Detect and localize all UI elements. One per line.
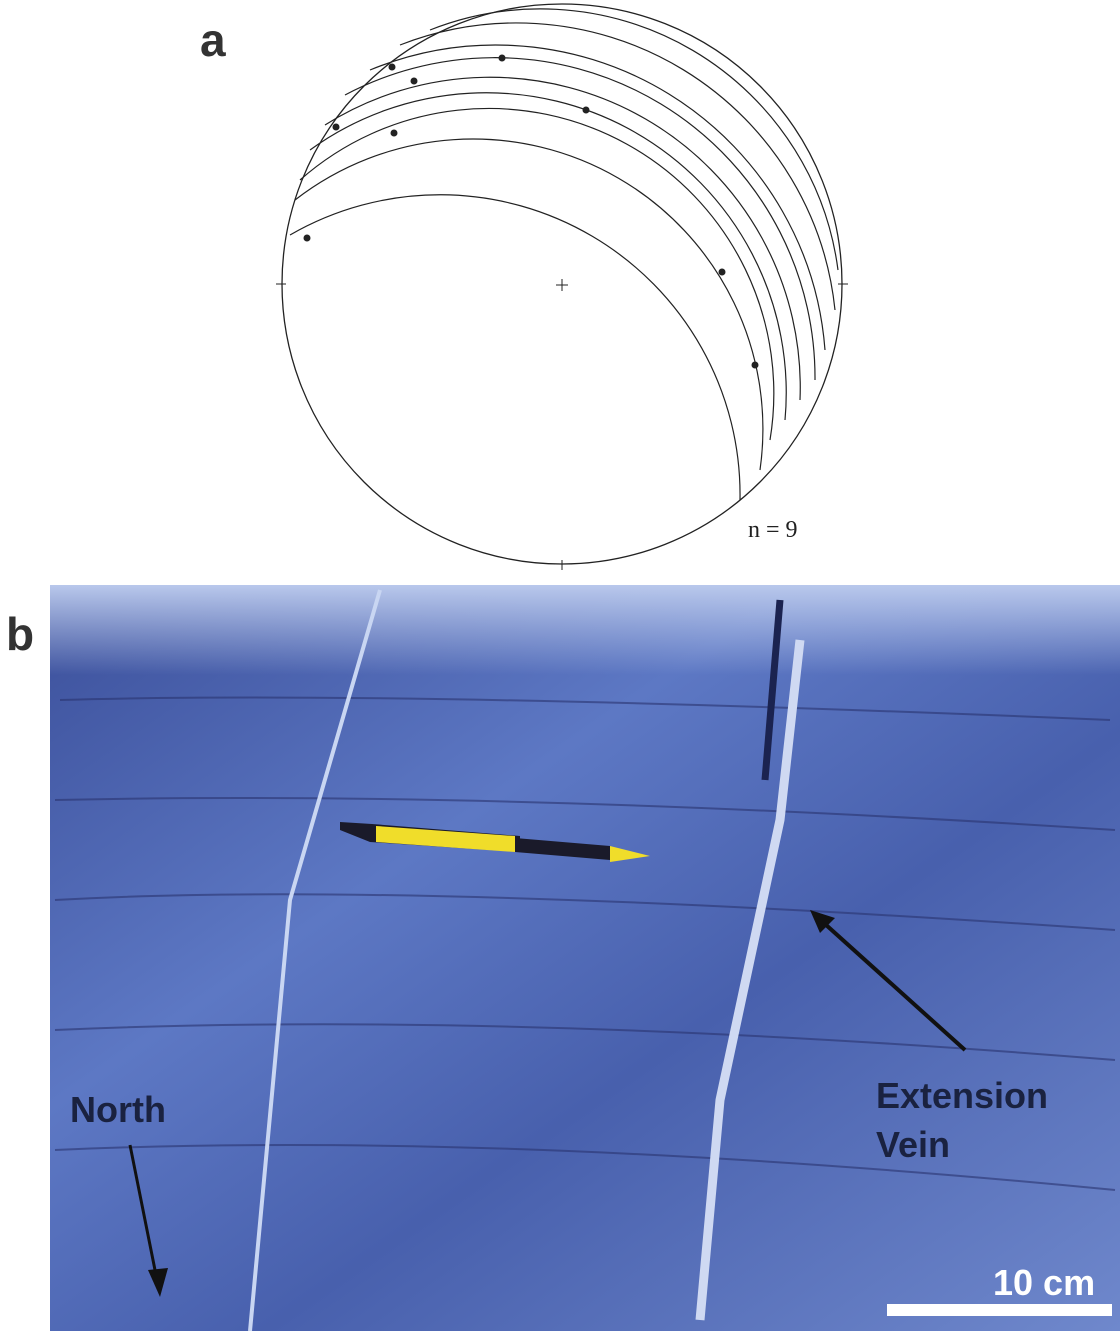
vein-label: Extension <box>876 1075 1048 1116</box>
north-label: North <box>70 1089 166 1130</box>
scale-label: 10 cm <box>993 1262 1095 1303</box>
photo <box>50 585 1120 1331</box>
panel-label: a <box>200 14 226 66</box>
panel-label: b <box>6 608 34 660</box>
page: a n = 9 b <box>0 0 1120 1331</box>
count-label: n = 9 <box>748 517 798 543</box>
figure: a n = 9 b <box>0 0 1120 1331</box>
vein-label: Vein <box>876 1124 950 1165</box>
stereonet <box>276 4 848 570</box>
